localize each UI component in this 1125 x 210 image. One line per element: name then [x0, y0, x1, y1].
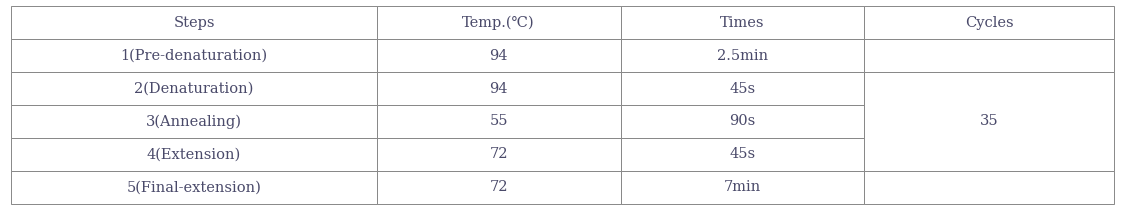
Text: 90s: 90s	[729, 114, 756, 129]
Bar	[11, 171, 377, 204]
Bar	[864, 171, 1114, 204]
Bar	[377, 138, 621, 171]
Text: 35: 35	[980, 114, 998, 129]
Text: 4(Extension): 4(Extension)	[147, 147, 241, 161]
Bar	[621, 105, 864, 138]
Text: 5(Final-extension): 5(Final-extension)	[127, 180, 261, 194]
Text: 2.5min: 2.5min	[717, 49, 768, 63]
Text: Steps: Steps	[173, 16, 215, 30]
Bar	[864, 72, 1114, 171]
Text: Cycles: Cycles	[964, 16, 1014, 30]
Text: 72: 72	[489, 147, 507, 161]
Text: 94: 94	[489, 81, 507, 96]
Text: 45s: 45s	[729, 81, 756, 96]
Bar	[621, 171, 864, 204]
Bar	[621, 72, 864, 105]
Bar	[11, 6, 377, 39]
Bar	[864, 6, 1114, 39]
Text: 3(Annealing): 3(Annealing)	[146, 114, 242, 129]
Text: 1(Pre-denaturation): 1(Pre-denaturation)	[120, 49, 268, 63]
Bar	[377, 105, 621, 138]
Text: Temp.(℃): Temp.(℃)	[462, 16, 536, 30]
Bar	[11, 105, 377, 138]
Bar	[11, 138, 377, 171]
Text: 72: 72	[489, 180, 507, 194]
Bar	[864, 39, 1114, 72]
Bar	[11, 72, 377, 105]
Text: 7min: 7min	[723, 180, 760, 194]
Bar	[621, 6, 864, 39]
Text: 94: 94	[489, 49, 507, 63]
Bar	[377, 171, 621, 204]
Text: 2(Denaturation): 2(Denaturation)	[134, 81, 254, 96]
Bar	[377, 72, 621, 105]
Bar	[377, 39, 621, 72]
Bar	[11, 39, 377, 72]
Text: 45s: 45s	[729, 147, 756, 161]
Bar	[621, 39, 864, 72]
Bar	[621, 138, 864, 171]
Bar	[377, 6, 621, 39]
Text: 55: 55	[489, 114, 507, 129]
Text: Times: Times	[720, 16, 765, 30]
